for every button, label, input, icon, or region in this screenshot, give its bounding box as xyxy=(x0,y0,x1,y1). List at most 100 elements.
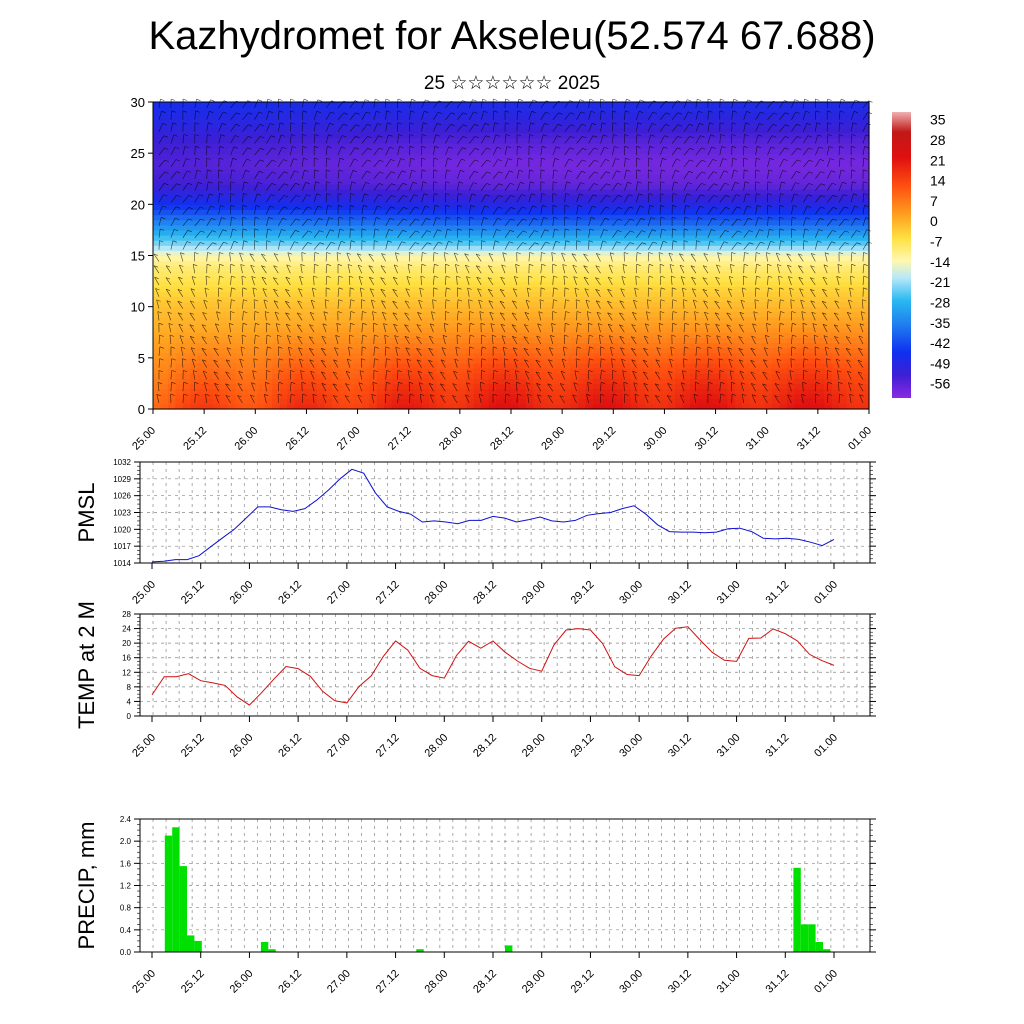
heatmap-cell xyxy=(585,107,594,113)
heatmap-cell xyxy=(660,378,669,385)
heatmap-cell xyxy=(235,281,244,287)
heatmap-cell xyxy=(690,393,699,400)
heatmap-cell xyxy=(220,286,229,292)
heatmap-cell xyxy=(503,127,512,134)
heatmap-cell xyxy=(727,245,736,251)
heatmap-cell xyxy=(212,137,221,144)
heatmap-cell xyxy=(630,173,639,180)
heatmap-cell xyxy=(264,291,273,298)
heatmap-cell xyxy=(287,306,296,313)
heatmap-cell xyxy=(443,122,452,129)
heatmap-cell xyxy=(227,281,236,287)
heatmap-cell xyxy=(220,142,229,149)
heatmap-cell xyxy=(734,112,743,118)
heatmap-cell xyxy=(675,219,684,226)
heatmap-cell xyxy=(727,332,736,338)
heatmap-cell xyxy=(272,393,281,400)
heatmap-cell xyxy=(153,265,162,272)
heatmap-cell xyxy=(600,250,609,257)
heatmap-cell xyxy=(481,357,490,364)
heatmap-cell xyxy=(622,255,631,262)
heatmap-cell xyxy=(734,301,743,308)
heatmap-cell xyxy=(749,357,758,364)
heatmap-cell xyxy=(525,301,534,308)
heatmap-cell xyxy=(630,286,639,292)
heatmap-cell xyxy=(757,362,766,369)
heatmap-cell xyxy=(175,142,184,149)
heatmap-cell xyxy=(309,240,318,246)
heatmap-cell xyxy=(167,347,176,354)
heatmap-cell xyxy=(414,306,423,313)
heatmap-cell xyxy=(570,240,579,246)
heatmap-cell xyxy=(249,183,259,190)
heatmap-cell xyxy=(451,240,460,246)
heatmap-cell xyxy=(391,183,400,190)
heatmap-cell xyxy=(481,127,490,134)
heatmap-cell xyxy=(264,301,273,308)
heatmap-cell xyxy=(481,163,490,170)
heatmap-cell xyxy=(585,362,594,369)
heatmap-cell xyxy=(645,275,654,282)
heatmap-cell xyxy=(458,183,467,190)
heatmap-cell xyxy=(257,393,266,400)
heatmap-cell xyxy=(354,204,363,211)
heatmap-cell xyxy=(615,209,624,216)
heatmap-cell xyxy=(496,260,505,267)
heatmap-cell xyxy=(593,199,602,205)
heatmap-cell xyxy=(757,245,766,251)
heatmap-cell xyxy=(764,281,773,287)
heatmap-cell xyxy=(235,286,244,292)
heatmap-cell xyxy=(414,362,423,369)
heatmap-cell xyxy=(518,209,527,216)
heatmap-cell xyxy=(578,316,587,323)
heatmap-cell xyxy=(511,306,520,313)
heatmap-cell xyxy=(660,204,669,211)
heatmap-cell xyxy=(652,403,661,410)
heatmap-cell xyxy=(294,347,303,354)
heatmap-cell xyxy=(391,204,400,211)
heatmap-cell xyxy=(712,245,721,251)
heatmap-cell xyxy=(436,199,445,205)
heatmap-cell xyxy=(339,296,348,303)
heatmap-cell xyxy=(540,357,549,364)
heatmap-cell xyxy=(466,388,475,395)
heatmap-cell xyxy=(428,296,438,303)
heatmap-cell xyxy=(622,153,631,159)
heatmap-cell xyxy=(287,357,296,364)
heatmap-cell xyxy=(294,168,303,175)
heatmap-cell xyxy=(719,183,728,190)
heatmap-cell xyxy=(473,296,482,303)
heatmap-cell xyxy=(607,311,617,318)
heatmap-cell xyxy=(690,178,699,185)
heatmap-cell xyxy=(302,214,311,221)
heatmap-cell xyxy=(324,383,333,390)
heatmap-cell xyxy=(167,132,176,139)
heatmap-cell xyxy=(637,178,646,185)
heatmap-cell xyxy=(235,229,244,236)
heatmap-cell xyxy=(302,142,311,149)
heatmap-cell xyxy=(354,368,363,374)
heatmap-cell xyxy=(682,255,691,262)
heatmap-cell xyxy=(719,112,728,118)
heatmap-cell xyxy=(525,388,534,395)
heatmap-cell xyxy=(757,327,766,333)
heatmap-cell xyxy=(675,132,684,139)
heatmap-cell xyxy=(667,373,676,379)
heatmap-cell xyxy=(697,362,706,369)
heatmap-cell xyxy=(190,378,199,385)
heatmap-cell xyxy=(153,322,162,328)
heatmap-cell xyxy=(317,275,326,282)
heatmap-cell xyxy=(473,357,482,364)
heatmap-cell xyxy=(570,132,579,139)
heatmap-cell xyxy=(406,383,415,390)
heatmap-cell xyxy=(734,352,743,359)
heatmap-cell xyxy=(764,403,773,410)
heatmap-cell xyxy=(220,148,229,154)
heatmap-cell xyxy=(421,178,430,185)
heatmap-cell xyxy=(428,214,438,221)
heatmap-cell xyxy=(212,224,221,231)
heatmap-cell xyxy=(153,183,162,190)
heatmap-cell xyxy=(637,347,646,354)
heatmap-cell xyxy=(563,153,572,159)
heatmap-cell xyxy=(376,240,385,246)
